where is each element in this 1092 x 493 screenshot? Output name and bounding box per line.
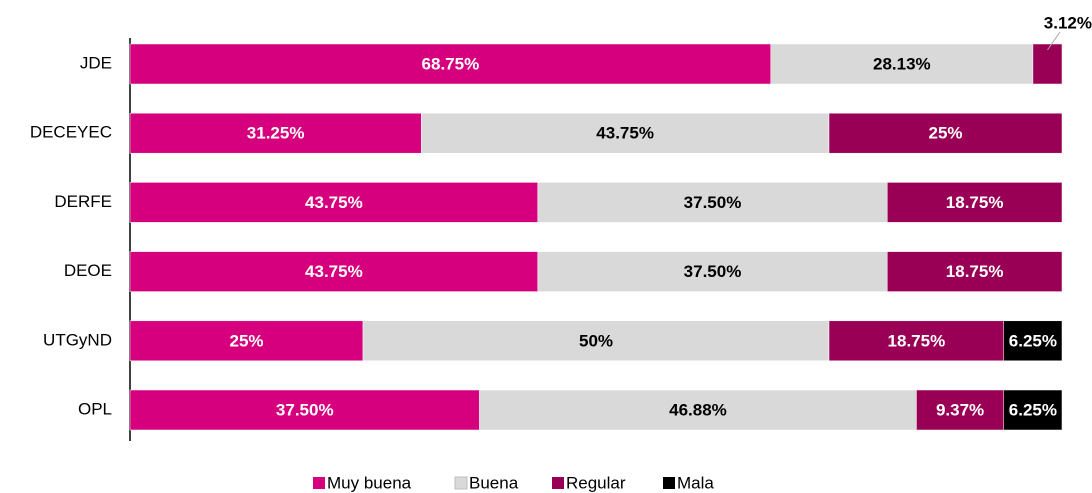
bar-segment [887,182,1063,223]
y-tick-label: UTGyND [43,330,112,349]
bar-segment [129,320,364,362]
value-label: 18.75% [946,262,1004,281]
bar-segment [1003,389,1063,431]
legend-label: Muy buena [327,473,412,492]
legend-swatch [663,477,675,489]
bar-segment [828,112,1063,154]
bar-segment [537,251,888,292]
bar-segment [1032,43,1063,85]
value-label: 9.37% [936,400,984,419]
value-label: 37.50% [276,400,334,419]
value-label: 50% [579,331,613,350]
bar-segment [129,43,771,85]
value-label: 46.88% [669,400,727,419]
bar-segment [828,320,1004,362]
bar-segment [129,182,538,223]
bar-segment [479,389,917,431]
value-label: 31.25% [247,124,305,143]
value-label: 18.75% [946,193,1004,212]
value-label: 43.75% [305,193,363,212]
value-label: 37.50% [684,262,742,281]
legend-swatch [313,477,325,489]
legend-label: Mala [677,473,714,492]
value-label: 43.75% [305,262,363,281]
bar-segment [1003,320,1063,362]
bar-segment [129,112,422,154]
y-tick-label: OPL [78,399,112,418]
legend-label: Regular [566,473,626,492]
y-tick-label: DEOE [64,261,112,280]
legend-swatch [552,477,564,489]
bar-segment [537,182,888,223]
value-label: 6.25% [1009,400,1057,419]
value-label: 37.50% [684,193,742,212]
leader-line [1047,31,1061,51]
value-label: 18.75% [888,331,946,350]
legend-label: Buena [469,473,519,492]
y-tick-label: DECEYEC [30,123,112,142]
legend-swatch [454,476,468,490]
value-label: 3.12% [1044,13,1092,32]
bar-segment [770,43,1034,85]
value-label: 28.13% [873,54,931,73]
value-label: 43.75% [596,124,654,143]
bar-segment [129,389,480,431]
value-label: 68.75% [422,54,480,73]
bar-segment [129,251,538,292]
value-label: 6.25% [1009,331,1057,350]
y-tick-label: DERFE [54,192,112,211]
bar-segment [362,320,830,362]
value-label: 25% [928,124,962,143]
value-label: 25% [229,331,263,350]
bar-segment [887,251,1063,292]
y-tick-label: JDE [80,53,112,72]
